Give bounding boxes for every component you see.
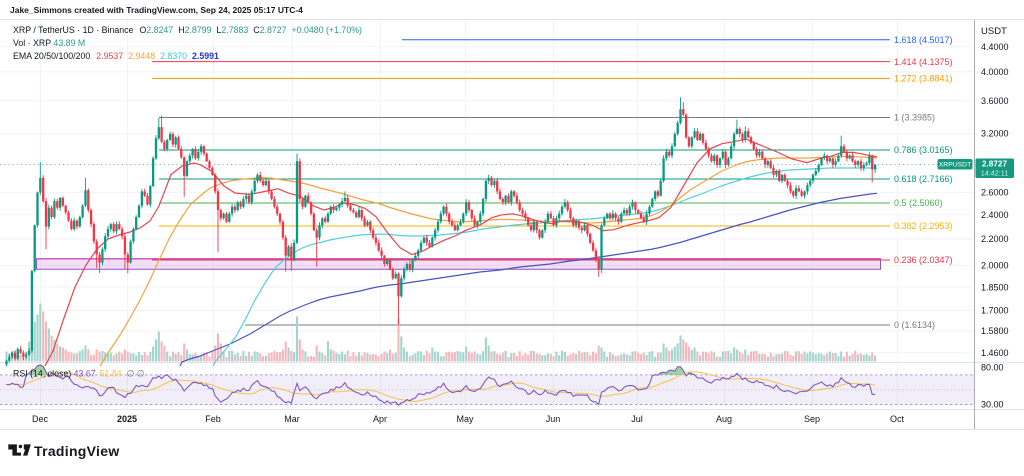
svg-text:0 (1.6134): 0 (1.6134) [894, 320, 935, 330]
svg-text:2.0000: 2.0000 [981, 261, 1009, 271]
svg-text:80.00: 80.00 [981, 363, 1004, 373]
svg-text:Vol · XRP 43.89 M: Vol · XRP 43.89 M [13, 38, 85, 48]
svg-text:1.8500: 1.8500 [981, 282, 1009, 292]
svg-text:3.2000: 3.2000 [981, 129, 1009, 139]
svg-text:1.272 (3.8841): 1.272 (3.8841) [894, 74, 953, 84]
svg-text:1.5800: 1.5800 [981, 326, 1009, 336]
svg-text:Feb: Feb [205, 414, 221, 424]
svg-text:TradingView: TradingView [34, 443, 120, 459]
svg-text:0.5 (2.5060): 0.5 (2.5060) [894, 198, 943, 208]
svg-text:1.7000: 1.7000 [981, 306, 1009, 316]
svg-text:4.4000: 4.4000 [981, 42, 1009, 52]
svg-text:2.4000: 2.4000 [981, 210, 1009, 220]
svg-text:0.236 (2.0347): 0.236 (2.0347) [894, 255, 953, 265]
svg-text:May: May [456, 414, 474, 424]
svg-text:Oct: Oct [890, 414, 905, 424]
svg-text:1 (3.3985): 1 (3.3985) [894, 113, 935, 123]
svg-text:4.0000: 4.0000 [981, 67, 1009, 77]
svg-text:0.382 (2.2953): 0.382 (2.2953) [894, 221, 953, 231]
svg-text:USDT: USDT [981, 26, 1007, 37]
svg-text:30.00: 30.00 [981, 400, 1004, 410]
svg-text:2025: 2025 [117, 414, 137, 424]
svg-text:2.2000: 2.2000 [981, 234, 1009, 244]
svg-text:Aug: Aug [716, 414, 732, 424]
svg-text:1.4600: 1.4600 [981, 348, 1009, 358]
svg-text:0.618 (2.7166): 0.618 (2.7166) [894, 174, 953, 184]
svg-text:Jun: Jun [546, 414, 561, 424]
svg-text:Jul: Jul [631, 414, 643, 424]
svg-text:1.414 (4.1375): 1.414 (4.1375) [894, 57, 953, 67]
svg-text:3.6000: 3.6000 [981, 96, 1009, 106]
svg-text:Dec: Dec [32, 414, 49, 424]
svg-text:2.8727: 2.8727 [982, 160, 1007, 169]
svg-text:Apr: Apr [373, 414, 387, 424]
svg-text:Jake_Simmons created with Trad: Jake_Simmons created with TradingView.co… [10, 5, 303, 15]
svg-text:Sep: Sep [804, 414, 820, 424]
svg-text:2.6000: 2.6000 [981, 188, 1009, 198]
svg-text:1.618 (4.5017): 1.618 (4.5017) [894, 35, 953, 45]
svg-text:XRPUSDT: XRPUSDT [939, 162, 971, 169]
svg-text:0.786 (3.0165): 0.786 (3.0165) [894, 145, 953, 155]
svg-text:14:42:11: 14:42:11 [981, 169, 1008, 178]
svg-text:Mar: Mar [284, 414, 300, 424]
